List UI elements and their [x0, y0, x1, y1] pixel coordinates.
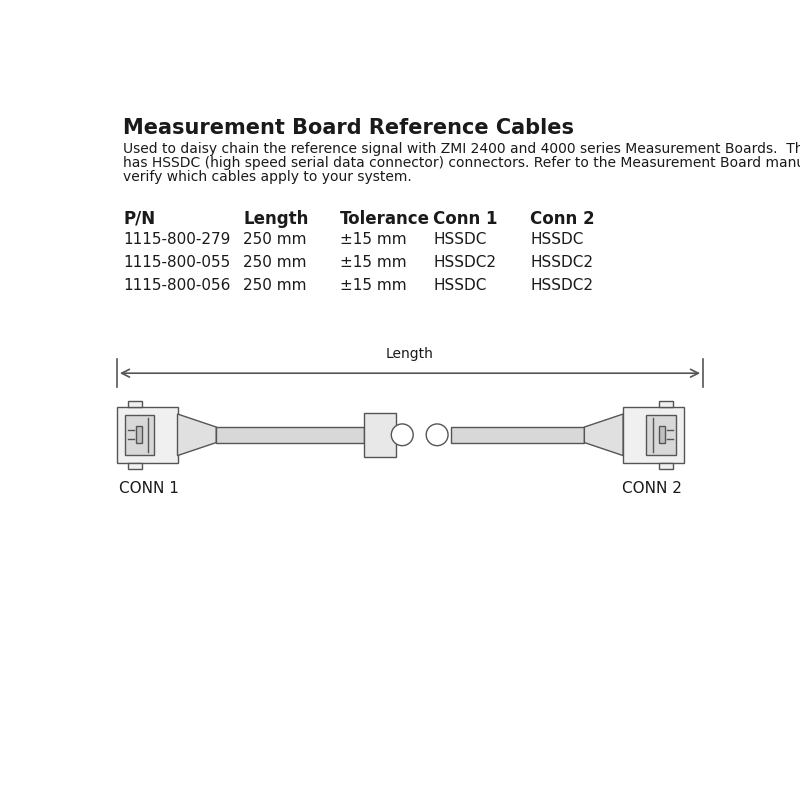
Bar	[125, 414, 154, 455]
Circle shape	[391, 424, 413, 446]
Bar	[136, 426, 142, 443]
Text: ±15 mm: ±15 mm	[340, 254, 407, 270]
Circle shape	[426, 424, 448, 446]
Text: ±15 mm: ±15 mm	[340, 278, 407, 293]
Text: ±15 mm: ±15 mm	[340, 231, 407, 246]
Text: Length: Length	[386, 347, 434, 361]
Bar	[216, 427, 363, 442]
Text: HSSDC: HSSDC	[530, 231, 583, 246]
Text: Tolerance: Tolerance	[340, 210, 430, 228]
Text: has HSSDC (high speed serial data connector) connectors. Refer to the Measuremen: has HSSDC (high speed serial data connec…	[123, 156, 800, 170]
Text: HSSDC2: HSSDC2	[434, 254, 496, 270]
Text: Length: Length	[243, 210, 309, 228]
Bar	[658, 426, 665, 443]
Bar	[128, 401, 142, 407]
Text: verify which cables apply to your system.: verify which cables apply to your system…	[123, 170, 412, 184]
Bar	[658, 401, 673, 407]
Text: HSSDC2: HSSDC2	[530, 254, 593, 270]
Text: Conn 1: Conn 1	[434, 210, 498, 228]
Text: 1115-800-056: 1115-800-056	[123, 278, 230, 293]
Text: CONN 1: CONN 1	[118, 481, 178, 496]
Polygon shape	[178, 414, 216, 455]
Text: 250 mm: 250 mm	[243, 278, 307, 293]
Text: Used to daisy chain the reference signal with ZMI 2400 and 4000 series Measureme: Used to daisy chain the reference signal…	[123, 142, 800, 156]
Bar	[363, 413, 396, 457]
Text: Measurement Board Reference Cables: Measurement Board Reference Cables	[123, 118, 574, 138]
Bar	[117, 407, 178, 462]
Polygon shape	[584, 414, 623, 455]
Text: HSSDC: HSSDC	[434, 231, 486, 246]
Text: 1115-800-279: 1115-800-279	[123, 231, 230, 246]
Bar	[658, 462, 673, 469]
Text: 250 mm: 250 mm	[243, 254, 307, 270]
Text: CONN 2: CONN 2	[622, 481, 682, 496]
Text: HSSDC2: HSSDC2	[530, 278, 593, 293]
Bar	[623, 407, 683, 462]
Bar	[646, 414, 676, 455]
Bar	[128, 462, 142, 469]
Text: Conn 2: Conn 2	[530, 210, 594, 228]
Text: P/N: P/N	[123, 210, 155, 228]
Text: 250 mm: 250 mm	[243, 231, 307, 246]
Text: HSSDC: HSSDC	[434, 278, 486, 293]
Text: 1115-800-055: 1115-800-055	[123, 254, 230, 270]
Bar	[396, 427, 402, 442]
Bar	[451, 427, 584, 442]
